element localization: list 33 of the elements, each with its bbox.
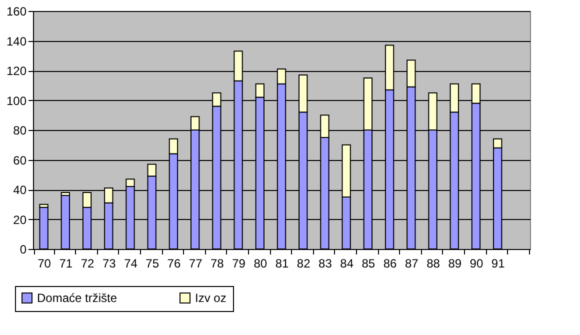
y-tick-label: 80 xyxy=(13,124,27,138)
x-tick-label: 70 xyxy=(38,256,52,270)
x-tick-label: 79 xyxy=(232,256,246,270)
x-tick-label: 82 xyxy=(296,256,311,270)
y-tick-label: 140 xyxy=(6,34,27,48)
legend-label: Domaće tržište xyxy=(37,291,118,305)
y-tick-label: 60 xyxy=(13,153,27,168)
x-tick-label: 85 xyxy=(362,256,376,270)
x-tick-label: 84 xyxy=(340,256,354,270)
x-tick-label: 74 xyxy=(124,256,138,270)
x-tick-label: 86 xyxy=(383,256,398,270)
y-tick-label: 100 xyxy=(6,94,27,108)
x-tick-label: 80 xyxy=(254,256,268,270)
y-tick-label: 20 xyxy=(13,212,27,227)
x-tick-label: 73 xyxy=(102,256,116,270)
legend-label: Izv oz xyxy=(195,291,226,305)
x-tick-label: 77 xyxy=(188,256,203,270)
x-tick-label: 76 xyxy=(167,256,181,270)
x-tick-label: 71 xyxy=(59,256,73,270)
x-tick-label: 87 xyxy=(404,256,419,270)
x-tick-label: 72 xyxy=(80,256,95,270)
x-tick-label: 75 xyxy=(146,256,160,270)
y-tick-label: 120 xyxy=(6,64,27,78)
y-tick-label: 160 xyxy=(6,4,27,18)
x-tick-label: 81 xyxy=(275,256,289,270)
x-tick-label: 78 xyxy=(210,256,224,270)
x-tick-label: 83 xyxy=(318,256,332,270)
x-tick-label: 89 xyxy=(448,256,462,270)
y-tick-label: 40 xyxy=(13,183,27,197)
x-tick-label: 91 xyxy=(491,256,506,270)
x-tick-label: 90 xyxy=(470,256,484,270)
x-tick-label: 88 xyxy=(426,256,440,270)
y-tick-label: 0 xyxy=(20,242,27,256)
